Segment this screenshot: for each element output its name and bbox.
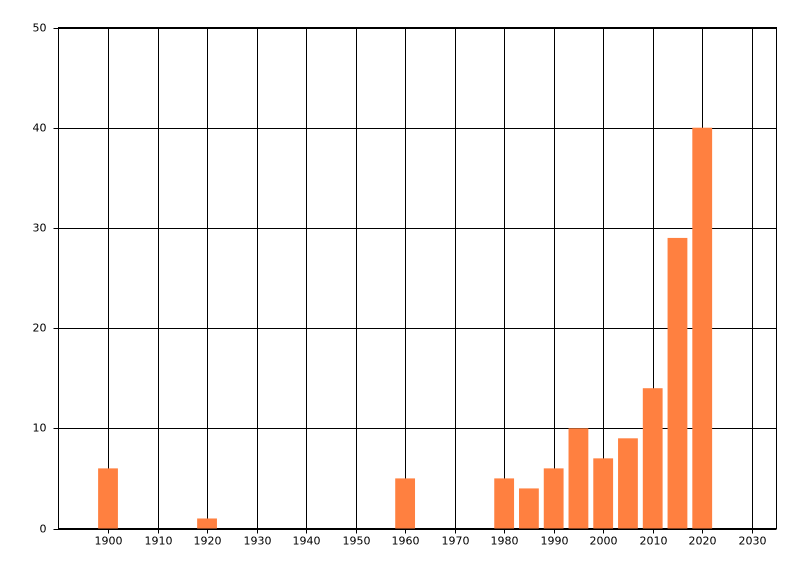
- bar: [395, 478, 416, 529]
- bar: [618, 438, 638, 529]
- y-tick-label: 10: [33, 422, 47, 435]
- plot-frame: [58, 27, 777, 529]
- x-tick-label: 1980: [491, 535, 519, 548]
- x-tick-label: 2000: [590, 535, 618, 548]
- x-tick-label: 1900: [95, 535, 123, 548]
- y-tick-label: 0: [40, 523, 47, 536]
- x-tick-label: 1940: [293, 535, 321, 548]
- y-tick-label: 20: [33, 322, 47, 335]
- bar: [642, 388, 663, 529]
- bar: [98, 468, 118, 529]
- bar: [593, 458, 614, 529]
- x-tick-label: 1960: [392, 535, 420, 548]
- x-tick-label: 2030: [739, 535, 767, 548]
- x-tick-label: 2020: [689, 535, 717, 548]
- y-tick-label: 40: [33, 122, 47, 135]
- bar: [568, 428, 589, 529]
- y-tick-label: 30: [33, 222, 47, 235]
- x-tick-label: 1910: [145, 535, 173, 548]
- bar: [692, 127, 713, 529]
- x-tick-label: 1950: [343, 535, 371, 548]
- y-tick-label: 50: [33, 22, 47, 35]
- x-tick-label: 2010: [640, 535, 668, 548]
- bar: [543, 468, 564, 529]
- x-tick-label: 1920: [194, 535, 222, 548]
- x-tick-label: 1990: [541, 535, 569, 548]
- bar: [494, 478, 515, 529]
- bar: [667, 237, 688, 529]
- x-tick-label: 1930: [244, 535, 272, 548]
- bar: [519, 488, 539, 529]
- bar: [197, 518, 217, 529]
- x-tick-label: 1970: [442, 535, 470, 548]
